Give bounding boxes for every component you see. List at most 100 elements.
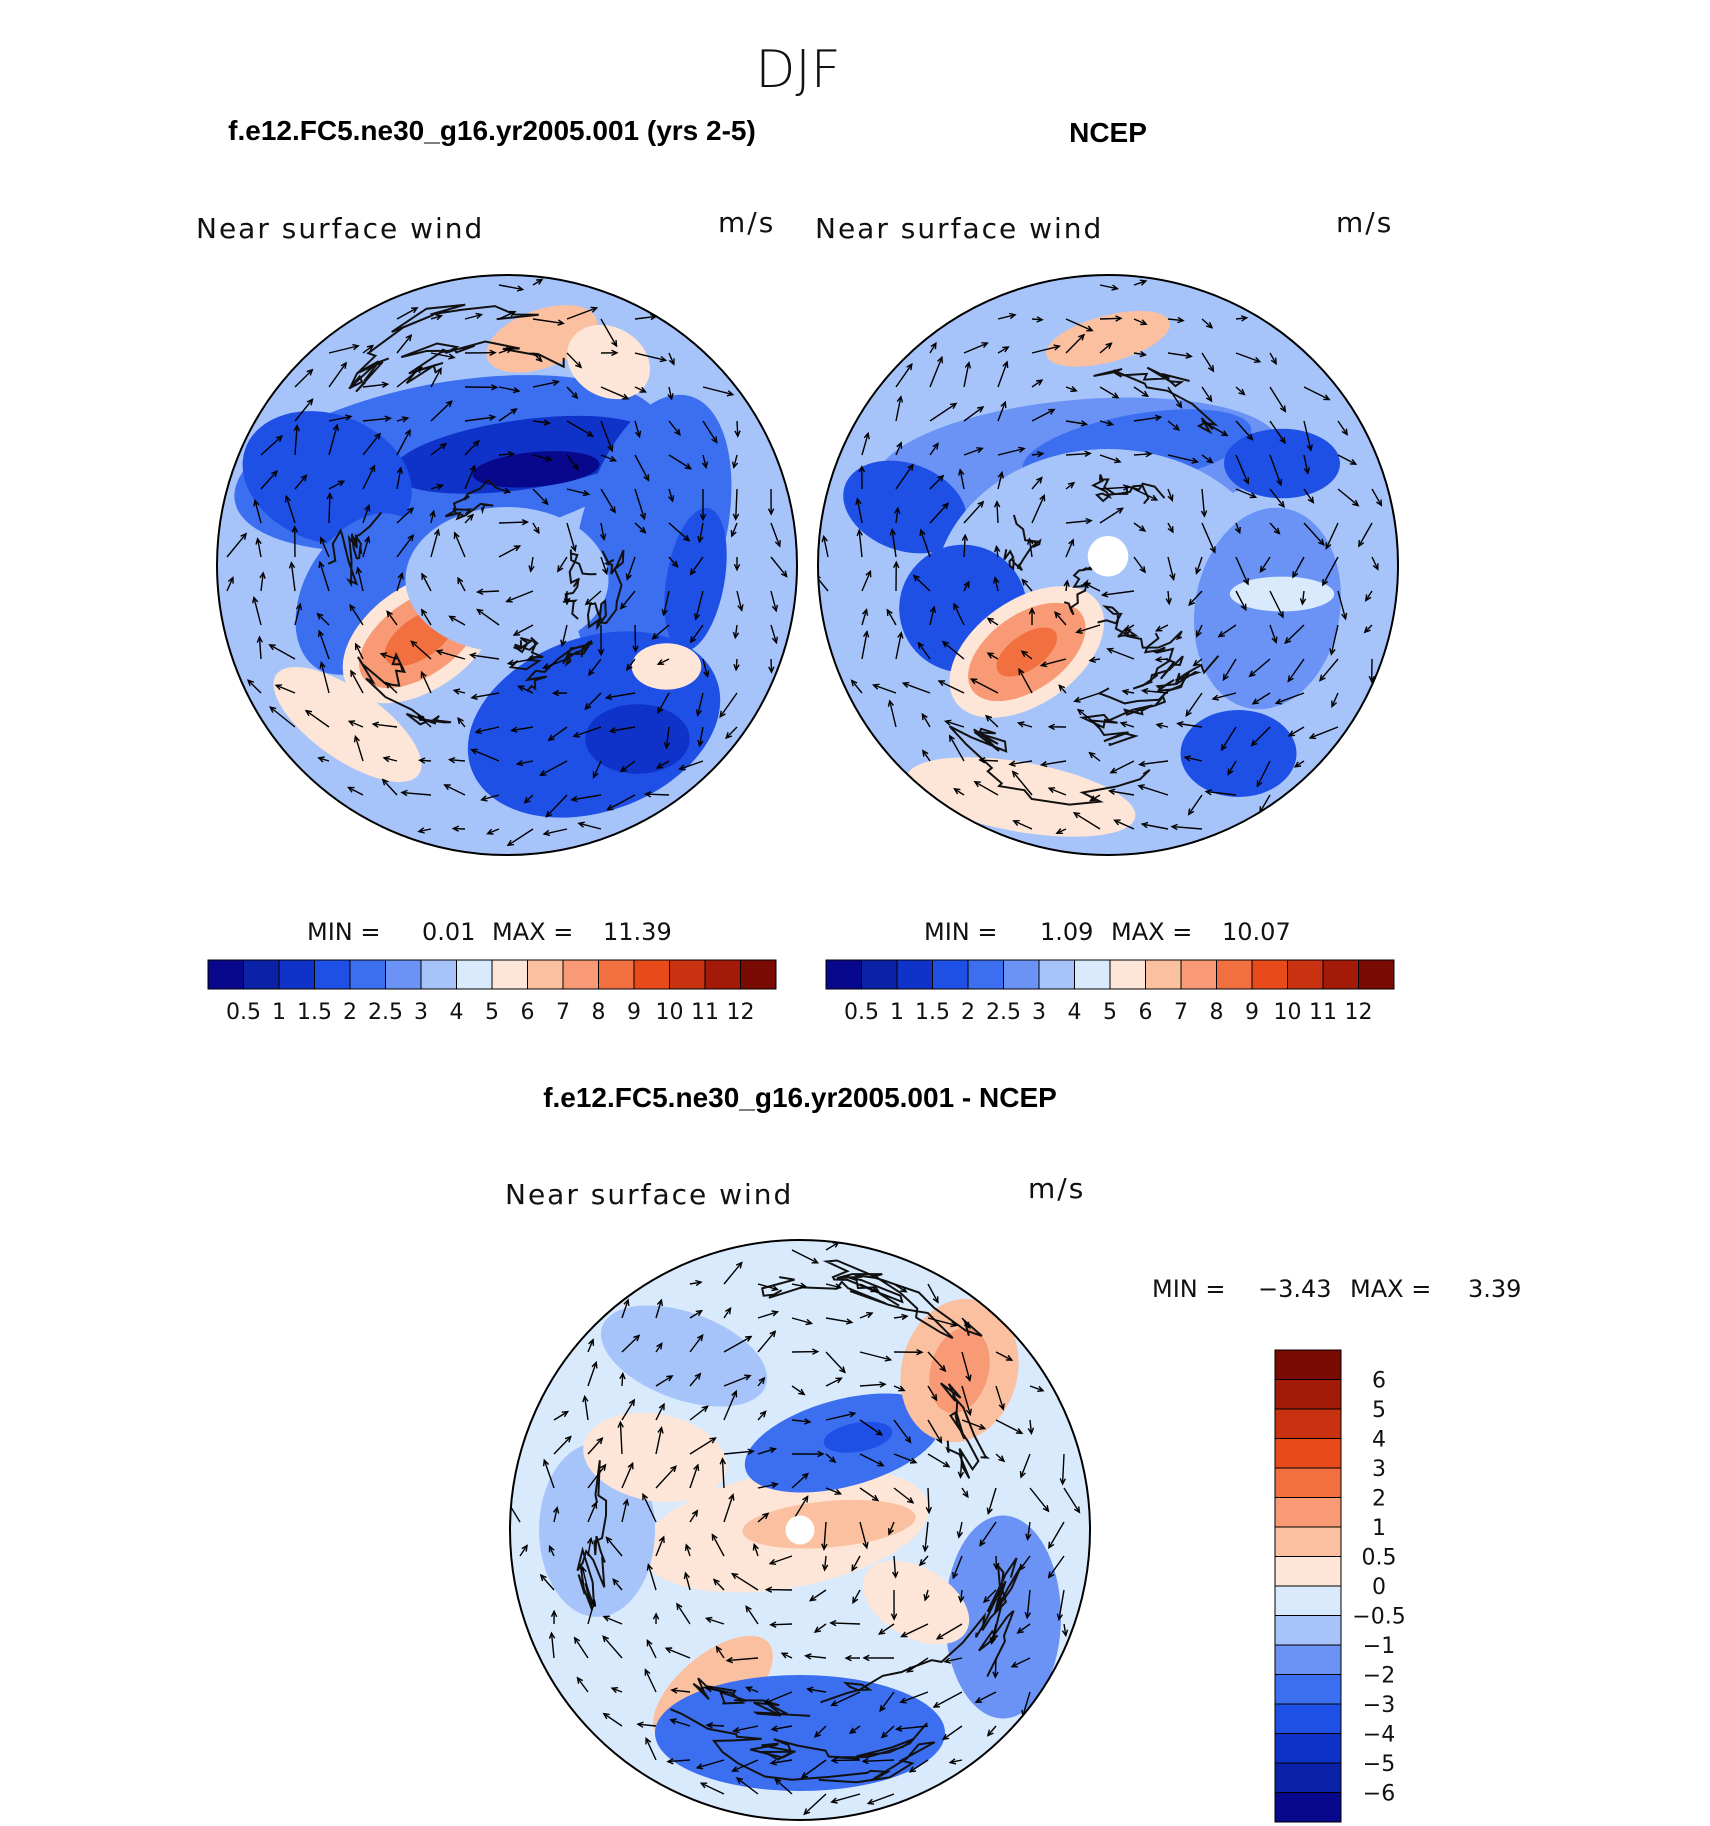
- map-diff-vector: [621, 1499, 628, 1523]
- map-diff-vector-head: [701, 1405, 709, 1413]
- map-obs-vector-head: [1048, 408, 1056, 415]
- map-diff-vector-head: [676, 1602, 683, 1610]
- map-diff-vector-head: [880, 1731, 888, 1739]
- map-diff-vector-head: [763, 1698, 771, 1705]
- map-obs-vector: [949, 735, 965, 762]
- map-obs-vector: [953, 603, 965, 626]
- map-diff-vector: [961, 1385, 972, 1415]
- colorbar-model-tick: 2: [343, 1000, 357, 1025]
- map-model-vector-head: [639, 512, 646, 521]
- map-diff-vector: [1020, 1453, 1031, 1478]
- map-model-vector-head: [491, 384, 499, 391]
- map-model-vector-head: [364, 503, 371, 512]
- map-diff-vector: [1063, 1487, 1081, 1513]
- map-model-vector: [396, 429, 411, 456]
- map-diff-vector: [1063, 1623, 1067, 1636]
- map-model-vector-head: [259, 571, 266, 579]
- colorbar-diff-tick: −1: [1363, 1634, 1395, 1659]
- colorbar-model-tick: 11: [691, 1000, 719, 1025]
- map-obs-vector-head: [1195, 567, 1202, 575]
- colorbar-diff-swatch: [1274, 1467, 1342, 1498]
- colorbar-model-swatch: [491, 959, 528, 990]
- map-model-vector-head: [693, 613, 701, 621]
- map-diff-vector: [859, 1453, 884, 1467]
- map-obs-vector-head: [1122, 484, 1131, 491]
- map-obs-vector-head: [1067, 481, 1076, 489]
- map-diff-vector-head: [799, 1282, 808, 1289]
- map-model-vector-head: [768, 666, 775, 674]
- map-diff-vector-head: [735, 1261, 743, 1269]
- map-diff-vector: [721, 1458, 725, 1489]
- map-diff-vector-head: [664, 1647, 673, 1654]
- map-obs-vector-head: [929, 605, 937, 614]
- map-model-vector: [734, 624, 738, 638]
- map-model-vector: [532, 488, 549, 505]
- colorbar-obs-swatch: [896, 959, 933, 990]
- map-diff-vector-head: [552, 1506, 560, 1514]
- map-obs-vector-head: [1207, 365, 1215, 373]
- map-obs-vector-head: [1016, 721, 1025, 728]
- colorbar-model-swatch: [669, 959, 706, 990]
- map-model-vector: [695, 590, 704, 620]
- map-model-vector-head: [379, 652, 388, 659]
- map-obs-vector: [1031, 495, 1045, 524]
- map-diff-vector-head: [811, 1348, 820, 1355]
- map-model-vector: [696, 692, 704, 716]
- map-obs-vector: [938, 680, 965, 694]
- map-diff-vector: [791, 1385, 805, 1395]
- map-model-vector: [770, 624, 778, 643]
- map-diff-vector: [746, 1686, 759, 1693]
- map-diff-vector: [723, 1450, 754, 1455]
- map-diff-vector: [603, 1615, 623, 1625]
- colorbar-diff-tick: −0.5: [1352, 1605, 1405, 1630]
- colorbar-obs-swatch: [1145, 959, 1182, 990]
- map-obs-vector-head: [994, 544, 1001, 553]
- map-obs-vector-head: [858, 465, 866, 473]
- map-diff-vector-head: [693, 1463, 700, 1471]
- map-model-vector-head: [663, 742, 671, 750]
- map-diff-vector: [859, 1521, 868, 1548]
- map-diff-vector-head: [803, 1808, 811, 1816]
- map-diff-vector: [757, 1483, 778, 1489]
- map-diff-vector-head: [899, 1697, 907, 1704]
- map-model-vector: [475, 726, 500, 733]
- map-diff-vector: [906, 1657, 929, 1673]
- map-diff-vector: [927, 1487, 930, 1513]
- map-model-contour: [405, 507, 609, 652]
- map-model-vector: [481, 794, 500, 801]
- map-obs-vector: [1133, 352, 1146, 356]
- map-obs-vector: [1099, 507, 1123, 524]
- map-diff-vector-head: [935, 1633, 944, 1640]
- map-obs-vector: [1142, 823, 1169, 830]
- map-obs-vector: [1218, 624, 1237, 638]
- map-obs-vector: [1303, 454, 1309, 474]
- map-obs-vector-head: [1205, 394, 1213, 403]
- map-obs-vector: [1252, 692, 1271, 705]
- map-obs-vector-head: [1200, 510, 1208, 518]
- map-obs-vector-head: [1238, 388, 1246, 396]
- map-model-vector: [328, 415, 352, 422]
- map-model-vector-head: [542, 829, 551, 837]
- map-diff-vector: [774, 1778, 793, 1795]
- map-diff-vector-head: [877, 1460, 885, 1467]
- map-obs-vector-head: [1139, 566, 1146, 574]
- map-model-vector-head: [472, 439, 480, 447]
- map-obs-vector-head: [1204, 788, 1213, 796]
- map-model-vector-head: [733, 663, 740, 672]
- map-obs-vector-head: [1185, 352, 1193, 359]
- map-obs-vector-head: [1323, 394, 1331, 401]
- map-model-vector-head: [506, 659, 515, 666]
- map-model-vector: [464, 465, 476, 490]
- map-model-vector: [698, 726, 704, 746]
- map-diff-vector-head: [769, 1447, 777, 1454]
- map-diff-vector: [791, 1419, 810, 1423]
- map-obs-vector-head: [1325, 542, 1332, 550]
- map-diff-vector-head: [992, 1671, 999, 1679]
- map-model-vector-head: [661, 609, 668, 617]
- map-obs-vector: [1065, 334, 1085, 354]
- map-model-vector-head: [582, 489, 591, 497]
- map-model-vector: [256, 538, 262, 558]
- map-obs-vector-head: [1047, 723, 1055, 731]
- map-obs-vector-head: [969, 678, 978, 685]
- colorbar-obs: 0.5 1 1.5 2 2.5 3 4 5 6 7 8 9 10 11 12: [825, 959, 1395, 1025]
